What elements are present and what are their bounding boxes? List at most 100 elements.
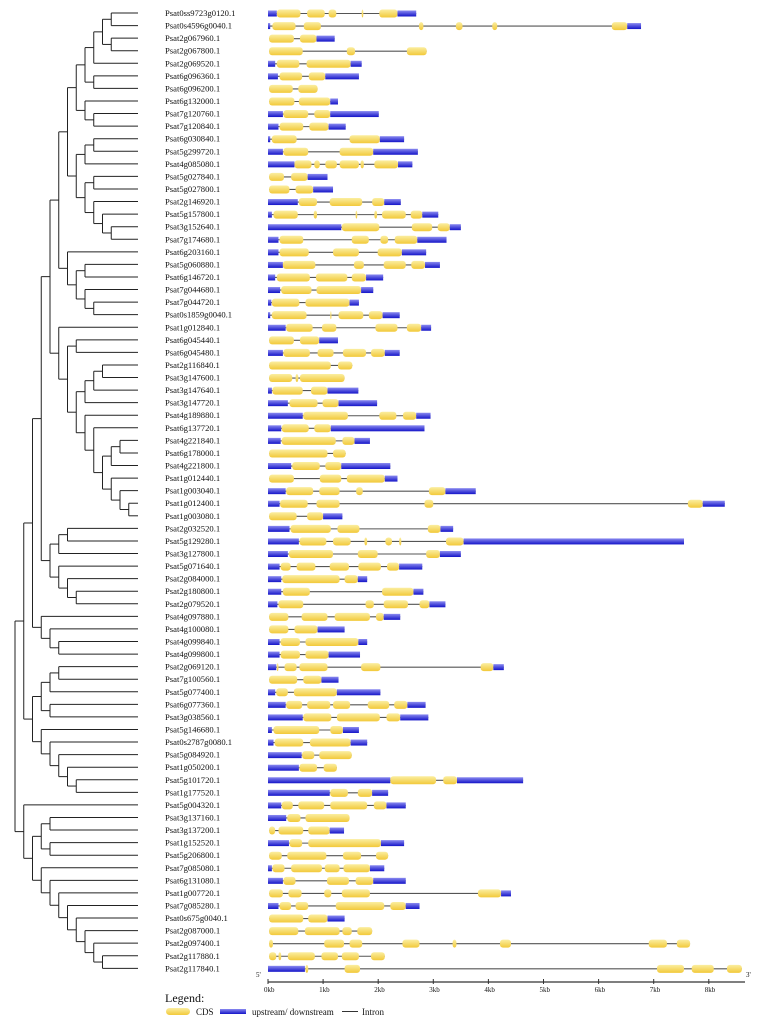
cds-exon xyxy=(269,84,293,93)
gene-model xyxy=(268,235,447,244)
utr-region xyxy=(268,965,305,972)
cds-exon xyxy=(272,22,296,31)
cds-exon xyxy=(380,235,389,244)
cds-exon xyxy=(379,411,397,420)
cds-exon xyxy=(269,939,273,948)
gene-model xyxy=(269,84,318,93)
cds-exon xyxy=(308,826,330,835)
cds-exon xyxy=(276,663,279,672)
axis-tick-label: 2kb xyxy=(374,986,385,994)
gene-model xyxy=(269,625,345,634)
cds-exon xyxy=(283,876,296,885)
cds-exon xyxy=(726,964,742,973)
gene-model xyxy=(268,22,642,31)
gene-label: Psat5g129280.1 xyxy=(165,536,220,546)
gene-label: Psat1g012440.1 xyxy=(165,473,220,483)
axis-tick-label: 5kb xyxy=(540,986,551,994)
cds-exon xyxy=(325,160,337,169)
cds-exon xyxy=(390,901,406,910)
cds-exon xyxy=(305,638,359,646)
utr-region xyxy=(398,161,413,168)
gene-label: Psat2g069120.1 xyxy=(165,662,220,672)
gene-model xyxy=(268,562,423,571)
gene-label: Psat2g084000.1 xyxy=(165,574,220,584)
cds-exon xyxy=(269,675,298,684)
utr-region xyxy=(325,73,359,80)
gene-model xyxy=(269,374,345,383)
axis-tick-label: 1kb xyxy=(319,986,330,994)
cds-exon xyxy=(303,713,332,722)
utr-region xyxy=(317,626,345,633)
cds-exon xyxy=(269,826,276,835)
cds-exon xyxy=(316,286,362,295)
cds-exon xyxy=(313,210,318,219)
utr-region xyxy=(268,274,276,281)
cds-exon xyxy=(288,889,302,898)
cds-exon xyxy=(279,901,292,910)
gene-label: Psat1g050200.1 xyxy=(165,762,220,772)
utr-region xyxy=(268,437,281,444)
cds-exon xyxy=(402,411,417,420)
utr-region xyxy=(268,211,272,218)
cds-exon xyxy=(691,964,714,973)
cds-exon xyxy=(349,135,380,144)
cds-exon xyxy=(301,612,328,621)
cds-exon xyxy=(317,348,334,357)
cds-exon xyxy=(287,813,301,822)
cds-exon xyxy=(288,550,334,559)
cds-exon xyxy=(281,286,312,295)
utr-region xyxy=(397,10,417,17)
cds-exon xyxy=(351,235,369,244)
utr-region xyxy=(268,123,279,130)
gene-model xyxy=(269,185,334,194)
utr-region xyxy=(327,387,359,394)
cds-exon xyxy=(372,198,385,207)
gene-model xyxy=(268,575,368,584)
cds-exon xyxy=(356,487,363,496)
utr-region xyxy=(328,651,361,658)
utr-region xyxy=(268,777,391,784)
gene-label: Psat4g085080.1 xyxy=(165,159,220,169)
cds-exon xyxy=(357,788,373,797)
cds-exon xyxy=(324,939,345,948)
gene-model xyxy=(268,864,385,873)
cds-exon xyxy=(276,688,288,697)
gene-label: Psat5g071640.1 xyxy=(165,561,220,571)
gene-model xyxy=(268,964,742,973)
cds-exon xyxy=(375,851,389,860)
gene-label: Psat6g132000.1 xyxy=(165,96,220,106)
utr-region xyxy=(268,161,295,168)
cds-exon xyxy=(330,725,343,734)
gene-model xyxy=(268,122,346,131)
cds-exon xyxy=(374,210,378,219)
legend-cds-swatch xyxy=(166,1008,190,1015)
cds-exon xyxy=(291,864,322,873)
cds-exon xyxy=(648,939,667,948)
gene-label: Psat3g137160.1 xyxy=(165,812,220,822)
cds-exon xyxy=(271,135,297,144)
cds-exon xyxy=(377,248,402,257)
cds-exon xyxy=(399,537,402,546)
cds-exon xyxy=(410,210,423,219)
cds-exon xyxy=(371,952,385,961)
gene-label: Psat3g038560.1 xyxy=(165,712,220,722)
utr-region xyxy=(268,865,272,872)
gene-label: Psat1g012400.1 xyxy=(165,498,220,508)
cds-exon xyxy=(337,361,353,370)
cds-exon xyxy=(282,575,340,584)
gene-model xyxy=(268,688,381,697)
utr-region xyxy=(416,412,431,419)
cds-exon xyxy=(279,248,309,257)
utr-region xyxy=(336,689,381,696)
gene-model xyxy=(268,198,401,207)
gene-label: Psat4g099840.1 xyxy=(165,637,220,647)
utr-region xyxy=(373,877,406,884)
cds-exon xyxy=(284,663,297,672)
utr-region xyxy=(268,261,283,268)
cds-exon xyxy=(338,311,364,320)
cds-exon xyxy=(269,185,290,194)
cds-exon xyxy=(278,826,304,835)
gene-label: Psat6g203160.1 xyxy=(165,247,220,257)
cds-exon xyxy=(269,47,303,56)
